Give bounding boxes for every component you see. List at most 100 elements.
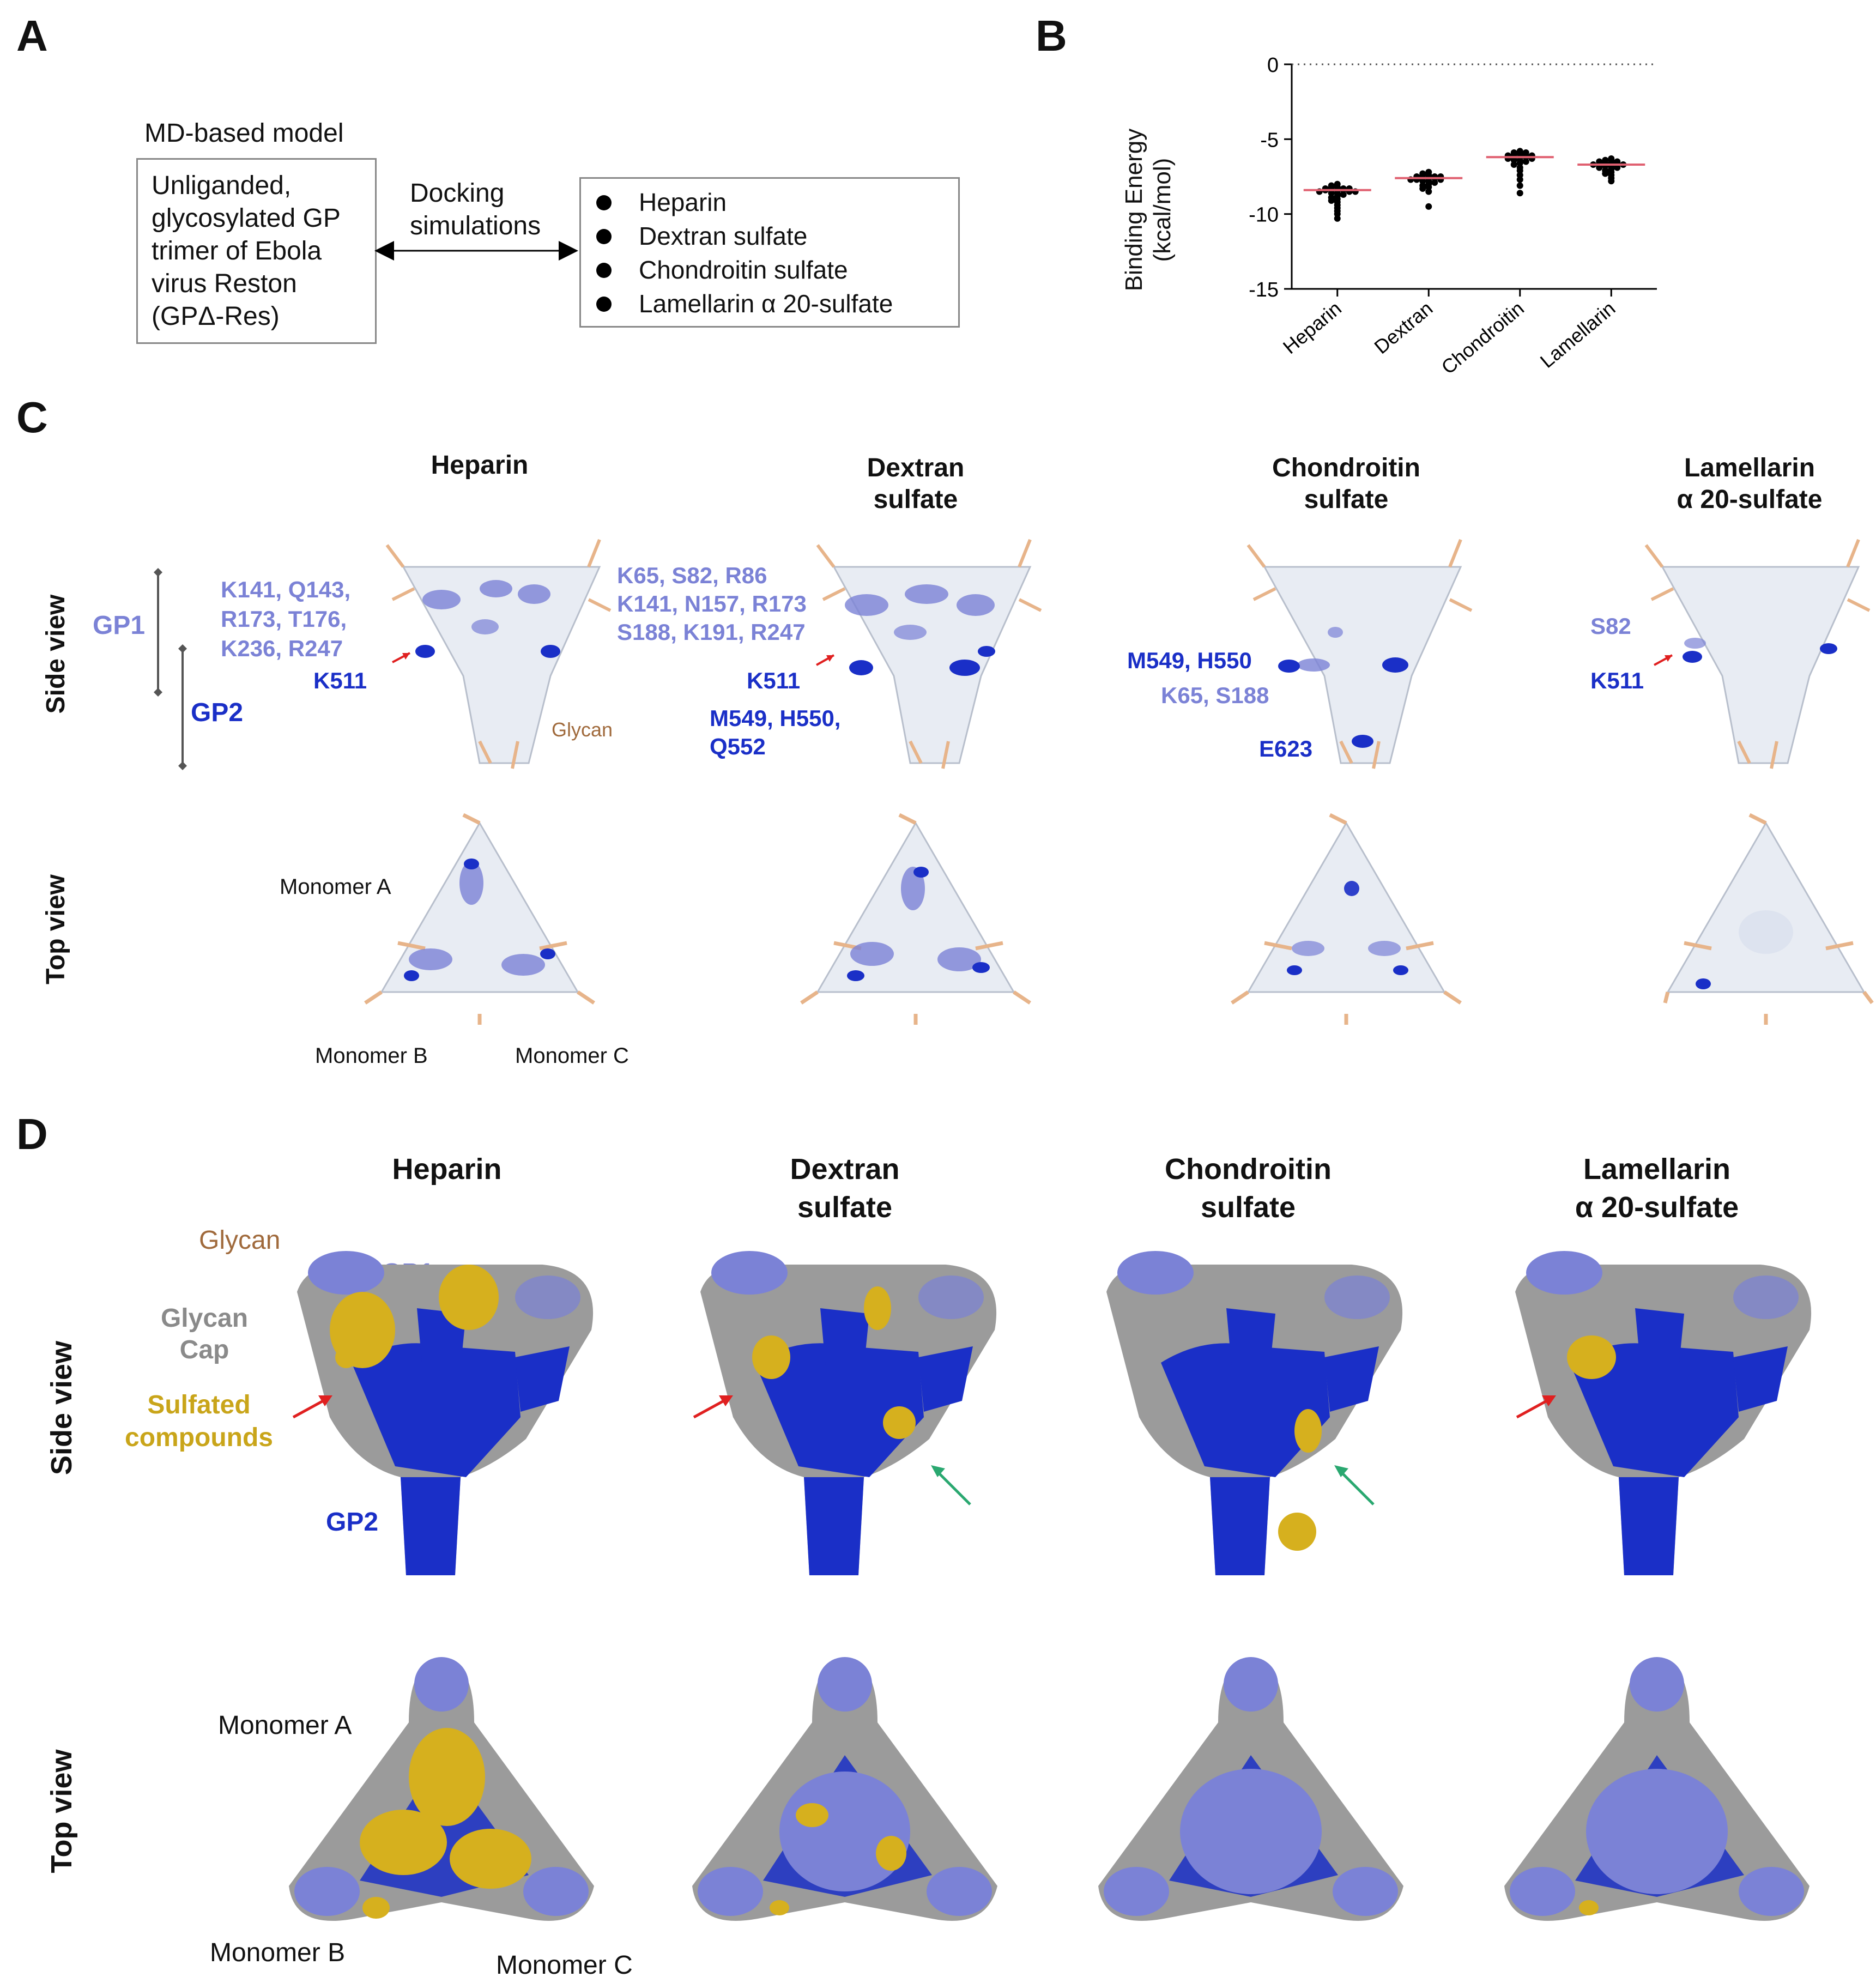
d-dextran-side-surface xyxy=(700,1251,997,1575)
d-monomer-c: Monomer C xyxy=(496,1951,633,1980)
data-point xyxy=(1425,188,1432,195)
docking-line: Docking xyxy=(410,179,505,208)
model-line: (GPΔ-Res) xyxy=(152,302,280,331)
panel-a-label: A xyxy=(16,11,48,60)
c-heparin-k511: K511 xyxy=(313,668,367,693)
c-dextran-side-structure xyxy=(816,539,1042,769)
c-dextran-k511: K511 xyxy=(747,668,801,693)
compound-list: Heparin Dextran sulfate Chondroitin sulf… xyxy=(581,185,893,321)
data-point xyxy=(1614,164,1621,171)
c-glycan-label: Glycan xyxy=(552,718,613,741)
data-point xyxy=(1419,178,1426,185)
c-chondroitin-e623: E623 xyxy=(1259,736,1313,761)
c-gp1-label: GP1 xyxy=(93,611,146,640)
data-point xyxy=(1340,191,1347,198)
residue-line: Q552 xyxy=(710,734,766,759)
data-point xyxy=(1602,170,1609,177)
d-monomer-b: Monomer B xyxy=(210,1938,346,1967)
c-chondroitin-k65: K65, S188 xyxy=(1161,682,1269,708)
d-title-line: Dextran xyxy=(790,1153,900,1186)
d-row-side: Side view xyxy=(45,1340,78,1476)
model-line: virus Reston xyxy=(152,269,297,298)
b-ylabel-line: (kcal/mol) xyxy=(1149,158,1176,262)
c-lamellarin-k511: K511 xyxy=(1590,668,1644,693)
c-chondroitin-m549: M549, H550 xyxy=(1127,648,1252,673)
data-point xyxy=(1516,167,1523,174)
d-monomer-a: Monomer A xyxy=(218,1711,352,1740)
docking-label: Docking simulations xyxy=(410,177,541,243)
c-row-top: Top view xyxy=(41,874,70,984)
x-tick-label: Dextran xyxy=(1370,297,1437,358)
c-monomer-b: Monomer B xyxy=(315,1044,428,1068)
compound-box: Heparin Dextran sulfate Chondroitin sulf… xyxy=(579,177,960,328)
data-point xyxy=(1419,185,1426,192)
d-title-line: sulfate xyxy=(797,1191,893,1224)
data-point xyxy=(1510,161,1517,168)
panel-d-label: D xyxy=(16,1110,48,1158)
sulfated-line: compounds xyxy=(125,1423,273,1452)
x-tick-label: Lamellarin xyxy=(1536,297,1620,372)
glycan-cap-line: Glycan xyxy=(160,1304,249,1333)
compound-item: Chondroitin sulfate xyxy=(581,253,893,287)
data-point xyxy=(1516,160,1523,167)
data-point xyxy=(1516,172,1523,179)
c-monomer-c: Monomer C xyxy=(515,1044,629,1068)
c-gp2-label: GP2 xyxy=(191,698,244,727)
model-line: glycosylated GP xyxy=(152,204,341,233)
model-box: Unliganded, glycosylated GP trimer of Eb… xyxy=(136,158,377,344)
data-point xyxy=(1425,203,1432,210)
c-title-line: Chondroitin xyxy=(1272,454,1420,482)
c-heparin-gp1-residues: K141, Q143, R173, T176, K236, R247 xyxy=(221,575,350,663)
data-point xyxy=(1596,164,1603,171)
c-monomer-a: Monomer A xyxy=(280,875,391,899)
data-point xyxy=(1334,215,1341,222)
sulfated-line: Sulfated xyxy=(147,1390,251,1419)
d-row-top: Top view xyxy=(45,1749,78,1873)
gp-brackets xyxy=(154,568,187,770)
data-point xyxy=(1431,179,1438,186)
d-red-arrow-dextran xyxy=(693,1395,733,1419)
c-title-heparin: Heparin xyxy=(371,450,589,481)
d-glycan-cap-label: Glycan Cap xyxy=(147,1303,262,1366)
d-red-arrow-heparin xyxy=(292,1395,332,1419)
d-red-arrow-lamellarin xyxy=(1516,1395,1556,1419)
d-title-dextran: Dextran sulfate xyxy=(730,1150,959,1226)
d-title-line: Heparin xyxy=(392,1153,502,1186)
data-point xyxy=(1516,182,1523,189)
residue-line: S188, K191, R247 xyxy=(617,619,806,645)
c-row-side: Side view xyxy=(41,594,70,714)
d-gp2-label: GP2 xyxy=(326,1508,379,1537)
d-title-chondroitin: Chondroitin sulfate xyxy=(1134,1150,1363,1226)
y-tick-label: -15 xyxy=(1249,279,1279,301)
residue-line: K141, Q143, xyxy=(221,577,351,602)
model-line: Unliganded, xyxy=(152,171,292,200)
c-chondroitin-side-structure xyxy=(1246,539,1473,769)
panel-b-label: B xyxy=(1036,11,1067,60)
d-heparin-side-surface xyxy=(297,1251,594,1575)
model-text: Unliganded, glycosylated GP trimer of Eb… xyxy=(152,170,341,333)
residue-line: K65, S82, R86 xyxy=(617,563,767,588)
d-lamellarin-top-surface xyxy=(1504,1657,1810,1921)
d-heparin-top-surface xyxy=(289,1657,594,1921)
panel-c-label: C xyxy=(16,393,48,442)
model-line: trimer of Ebola xyxy=(152,237,322,265)
d-title-line: sulfate xyxy=(1200,1191,1296,1224)
b-ylabel: Binding Energy (kcal/mol) xyxy=(1120,112,1180,308)
d-sulfated-label: Sulfated compounds xyxy=(117,1389,281,1454)
d-title-line: Lamellarin xyxy=(1583,1153,1731,1186)
d-dextran-top-surface xyxy=(692,1657,997,1921)
data-point xyxy=(1425,184,1432,191)
model-caption: MD-based model xyxy=(144,119,344,148)
residue-line: R173, T176, xyxy=(221,606,347,632)
c-dextran-gp1-residues: K65, S82, R86 K141, N157, R173 S188, K19… xyxy=(617,561,807,646)
data-point xyxy=(1516,190,1523,197)
c-title-line: sulfate xyxy=(873,485,958,514)
residue-line: K236, R247 xyxy=(221,636,343,661)
data-point xyxy=(1328,190,1335,197)
b-ylabel-line: Binding Energy xyxy=(1121,128,1147,292)
data-point xyxy=(1510,156,1517,164)
d-title-heparin: Heparin xyxy=(338,1150,556,1188)
c-heparin-side-structure xyxy=(385,539,612,769)
c-lamellarin-s82: S82 xyxy=(1590,613,1631,639)
